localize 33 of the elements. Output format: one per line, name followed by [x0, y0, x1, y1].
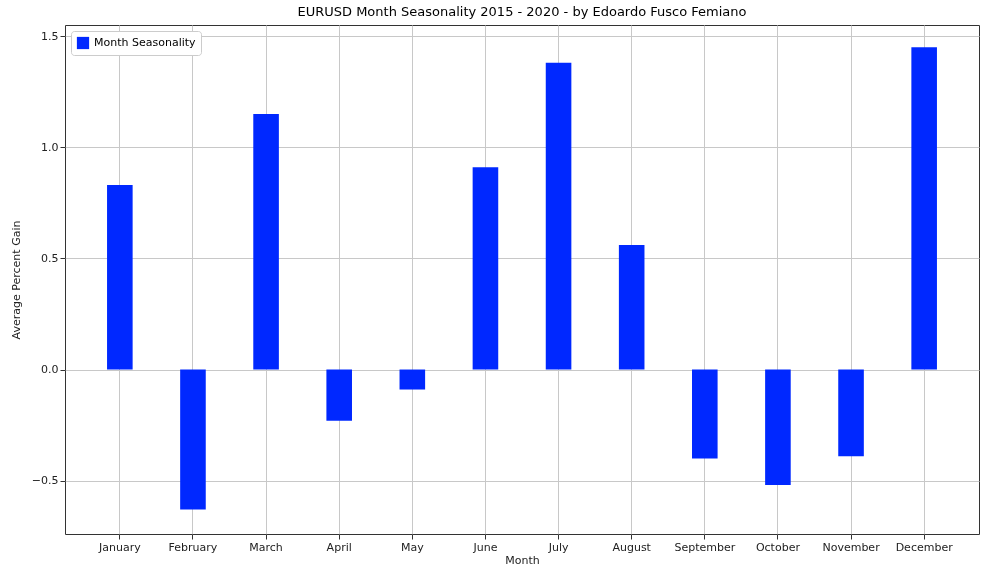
x-tick-label: December — [895, 540, 954, 554]
y-tick-label: 0.5 — [41, 251, 59, 265]
y-tick-label: 1.0 — [41, 140, 59, 154]
x-tick-label: February — [168, 540, 218, 554]
x-tick-label: August — [612, 540, 652, 554]
x-tick-label: July — [547, 540, 569, 554]
bar — [618, 245, 645, 370]
chart-title: EURUSD Month Seasonality 2015 - 2020 - by Edoardo Fusco Femiano — [297, 4, 747, 19]
x-tick-label: June — [472, 540, 498, 554]
x-tick-label: October — [755, 540, 801, 554]
x-tick-label: November — [822, 540, 881, 554]
bar — [253, 113, 279, 370]
legend-label: Month Seasonality — [94, 36, 197, 49]
y-tick-label: −0.5 — [31, 474, 59, 488]
bar — [692, 369, 718, 459]
x-axis-title: Month — [505, 553, 540, 567]
bar — [399, 369, 426, 390]
bar — [107, 185, 133, 370]
bar — [765, 369, 791, 486]
x-tick-label: May — [400, 540, 425, 554]
bar — [545, 62, 572, 370]
bar — [472, 167, 499, 370]
y-tick-label: 0.0 — [41, 363, 59, 377]
x-tick-label: January — [97, 540, 142, 554]
bar — [838, 369, 864, 457]
bar — [180, 369, 206, 510]
x-tick-label: March — [249, 540, 283, 554]
x-tick-label: September — [674, 540, 736, 554]
x-tick-label: April — [326, 540, 352, 554]
y-axis-title: Average Percent Gain — [9, 220, 23, 340]
bar — [326, 369, 352, 421]
bar — [911, 47, 937, 370]
y-tick-label: 1.5 — [41, 29, 59, 43]
